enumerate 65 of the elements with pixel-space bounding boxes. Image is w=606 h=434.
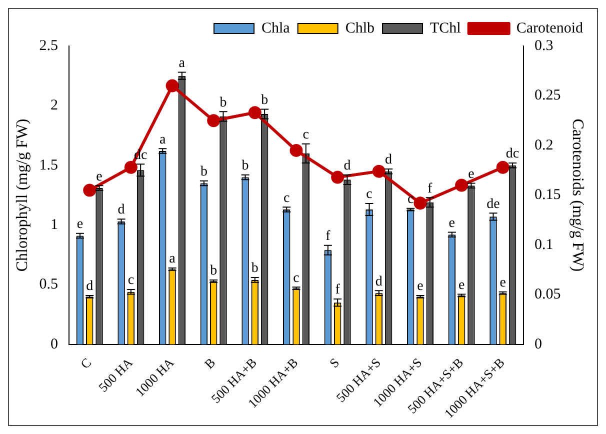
legend-label: Carotenoid — [516, 20, 584, 36]
point — [414, 196, 427, 210]
point — [290, 144, 303, 157]
point — [124, 160, 138, 174]
data-label: f — [335, 282, 340, 298]
y-tick-label: 0 — [50, 336, 58, 352]
point — [455, 178, 468, 192]
data-label: c — [284, 190, 290, 206]
data-label: b — [242, 158, 249, 174]
data-label: d — [118, 202, 125, 218]
data-label: a — [178, 56, 186, 71]
data-label: dc — [506, 146, 520, 162]
x-tick-label: B — [201, 354, 218, 372]
point — [496, 160, 510, 174]
data-label: a — [160, 132, 167, 148]
data-label: e — [76, 217, 84, 232]
data-label: c — [128, 273, 134, 288]
data-label: e — [96, 169, 102, 184]
y-tick-label: 2 — [50, 98, 58, 114]
data-label: e — [468, 166, 474, 182]
y2-tick-label: 0 — [534, 336, 542, 352]
y2-tick-label: 0.25 — [534, 88, 561, 104]
data-label: de — [486, 196, 500, 212]
x-tick-label: 500 HA — [96, 354, 136, 395]
legend-label: TChl — [430, 20, 461, 36]
y-tick-label: 0.5 — [39, 276, 58, 293]
point — [166, 79, 179, 92]
y2-tick-label: 0.2 — [534, 137, 554, 154]
x-tick-label: S — [326, 354, 342, 371]
data-label: b — [220, 95, 227, 110]
data-label: e — [500, 276, 506, 291]
data-label: b — [200, 164, 208, 180]
data-label: d — [86, 279, 94, 294]
y-tick-label: 1 — [50, 216, 58, 233]
data-label: b — [261, 92, 268, 108]
data-label: f — [326, 229, 331, 244]
y2-tick-label: 0.1 — [534, 236, 554, 253]
data-label: a — [169, 252, 176, 267]
data-label: c — [366, 187, 372, 202]
data-label: b — [210, 264, 218, 279]
y-tick-label: 2.5 — [39, 38, 58, 54]
data-label: f — [428, 181, 433, 196]
y-tick-label: 1.5 — [39, 157, 58, 174]
data-label: c — [293, 270, 300, 286]
data-label: b — [251, 261, 258, 276]
legend-label: Chlb — [345, 20, 375, 36]
data-label: d — [385, 152, 392, 168]
point — [331, 170, 344, 184]
y2-tick-label: 0.05 — [534, 286, 561, 303]
data-label: e — [417, 279, 424, 294]
point — [372, 164, 386, 178]
y-axis-title: Chlorophyll (mg/g FW) — [14, 118, 31, 272]
point — [248, 106, 262, 120]
data-label: e — [458, 278, 465, 293]
data-label: c — [302, 128, 309, 143]
data-label: d — [344, 158, 351, 174]
y2-tick-label: 0.15 — [534, 187, 561, 204]
y2-tick-label: 0.3 — [534, 38, 554, 54]
data-label: d — [375, 274, 382, 290]
legend-label: Chla — [262, 20, 290, 36]
y2-axis-title: Carotenoids (mg/g FW) — [569, 118, 586, 272]
point — [207, 114, 220, 128]
data-label: e — [448, 216, 456, 231]
x-tick-label: C — [77, 354, 94, 372]
point — [83, 184, 96, 197]
